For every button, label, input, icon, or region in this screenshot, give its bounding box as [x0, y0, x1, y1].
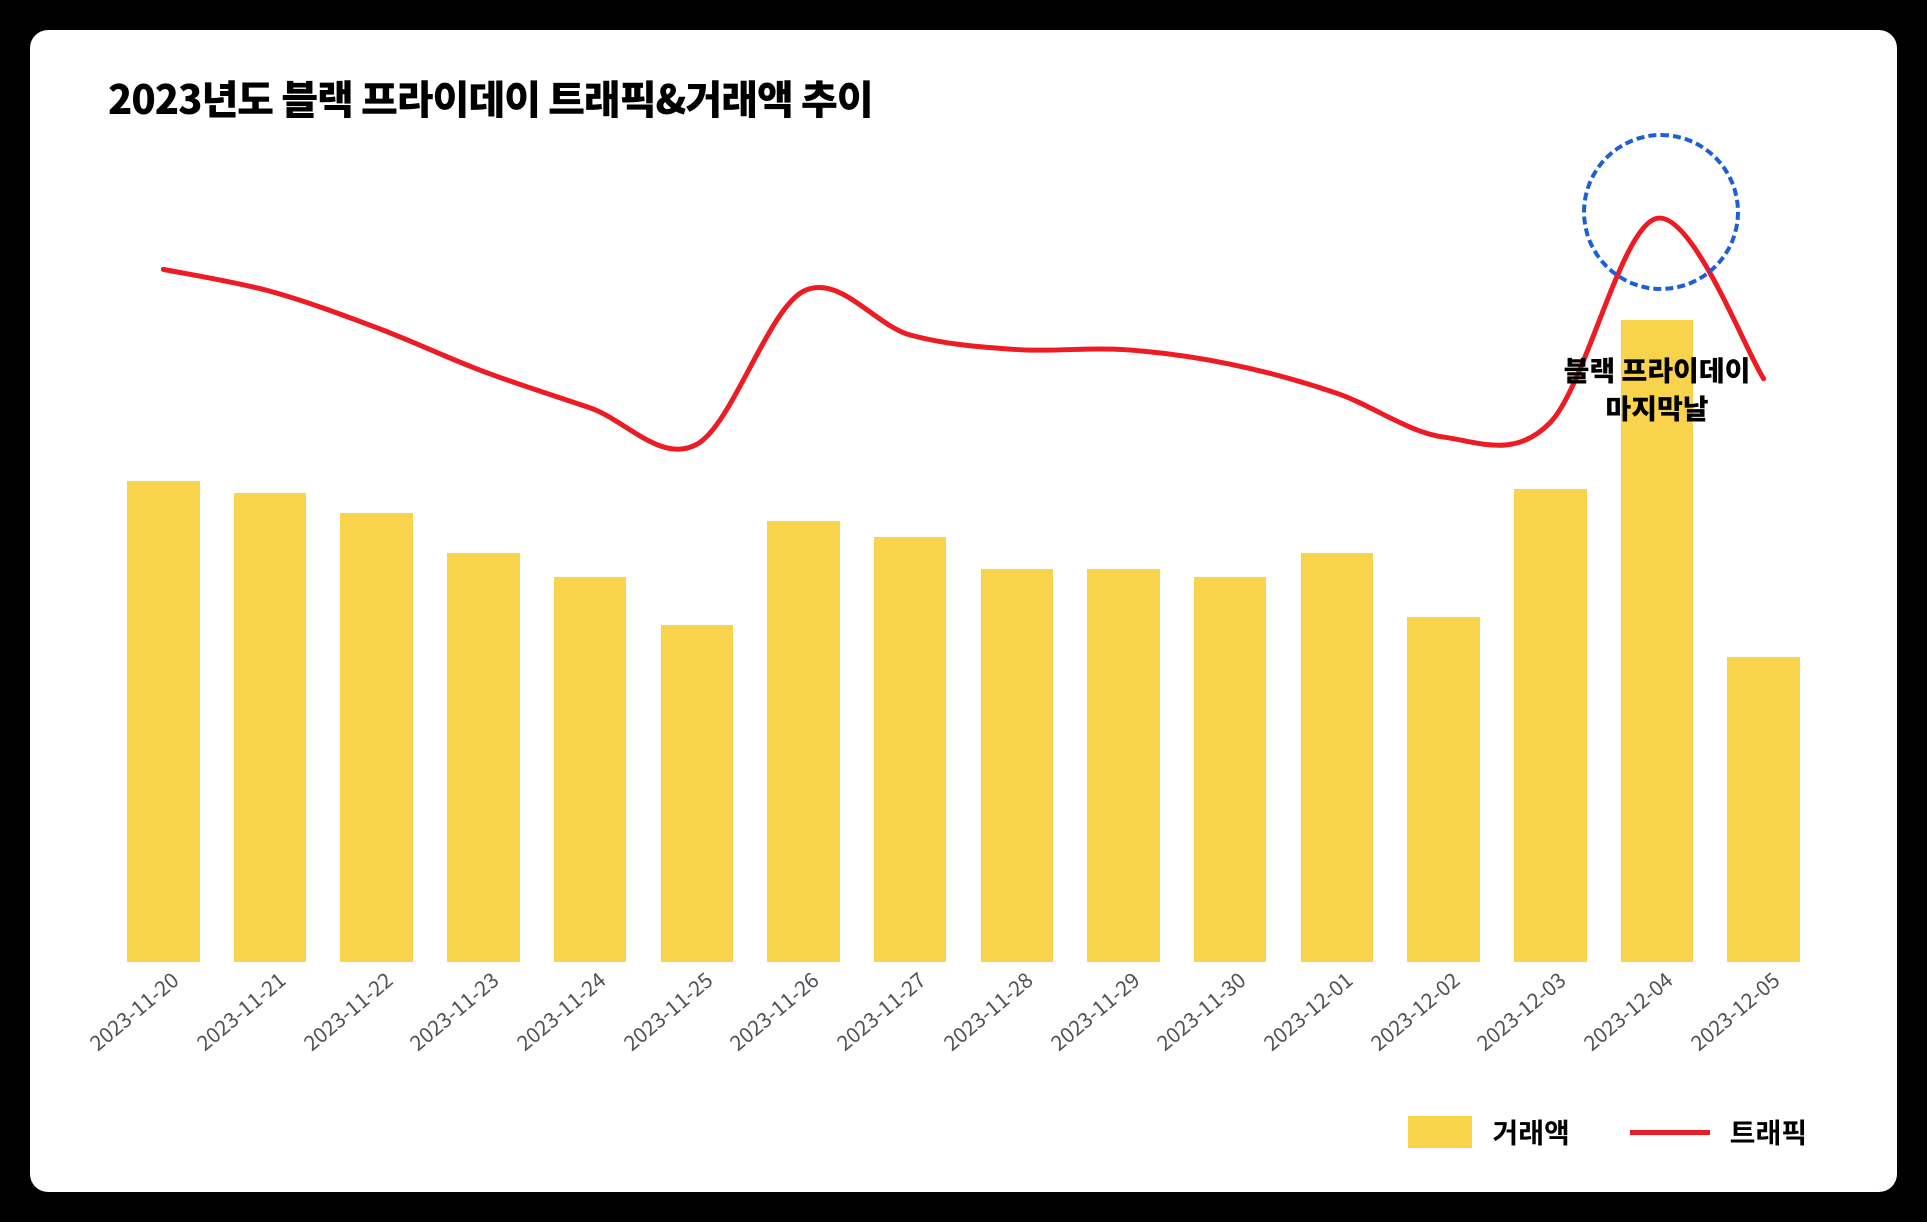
annotation-line1: 블랙 프라이데이 — [1564, 350, 1751, 390]
x-tick-label: 2023-11-22 — [297, 965, 399, 1057]
x-tick-label: 2023-12-03 — [1470, 965, 1572, 1057]
x-tick-label: 2023-11-27 — [830, 965, 932, 1057]
x-tick-label: 2023-12-05 — [1684, 965, 1786, 1057]
x-tick-label: 2023-11-21 — [190, 965, 292, 1057]
traffic-line — [163, 218, 1763, 449]
x-tick-label: 2023-12-02 — [1364, 965, 1466, 1057]
chart-title: 2023년도 블랙 프라이데이 트래픽&거래액 추이 — [108, 68, 873, 126]
legend-label: 거래액 — [1492, 1112, 1569, 1152]
legend-swatch-line — [1630, 1130, 1710, 1135]
x-tick-label: 2023-11-30 — [1150, 965, 1252, 1057]
annotation-line2: 마지막날 — [1605, 388, 1708, 428]
x-tick-label: 2023-11-24 — [510, 965, 612, 1057]
legend-label: 트래픽 — [1730, 1112, 1807, 1152]
plot-area: 2023-11-202023-11-212023-11-222023-11-23… — [110, 160, 1817, 962]
legend-swatch-bar — [1408, 1116, 1472, 1148]
x-tick-label: 2023-12-04 — [1577, 965, 1679, 1057]
x-tick-label: 2023-11-23 — [403, 965, 505, 1057]
x-tick-label: 2023-11-25 — [617, 965, 719, 1057]
chart-card: 2023년도 블랙 프라이데이 트래픽&거래액 추이 2023-11-20202… — [30, 30, 1897, 1192]
annotation-circle — [1582, 133, 1740, 291]
annotation-label: 블랙 프라이데이 마지막날 — [1564, 352, 1751, 428]
x-tick-label: 2023-11-29 — [1044, 965, 1146, 1057]
legend-item: 트래픽 — [1630, 1112, 1807, 1152]
x-tick-label: 2023-11-26 — [723, 965, 825, 1057]
legend: 거래액 트래픽 — [1408, 1112, 1807, 1152]
x-tick-label: 2023-11-20 — [83, 965, 185, 1057]
legend-item: 거래액 — [1408, 1112, 1569, 1152]
line-series — [110, 160, 1817, 962]
frame: 2023년도 블랙 프라이데이 트래픽&거래액 추이 2023-11-20202… — [0, 0, 1927, 1222]
x-tick-label: 2023-12-01 — [1257, 965, 1359, 1057]
x-tick-label: 2023-11-28 — [937, 965, 1039, 1057]
